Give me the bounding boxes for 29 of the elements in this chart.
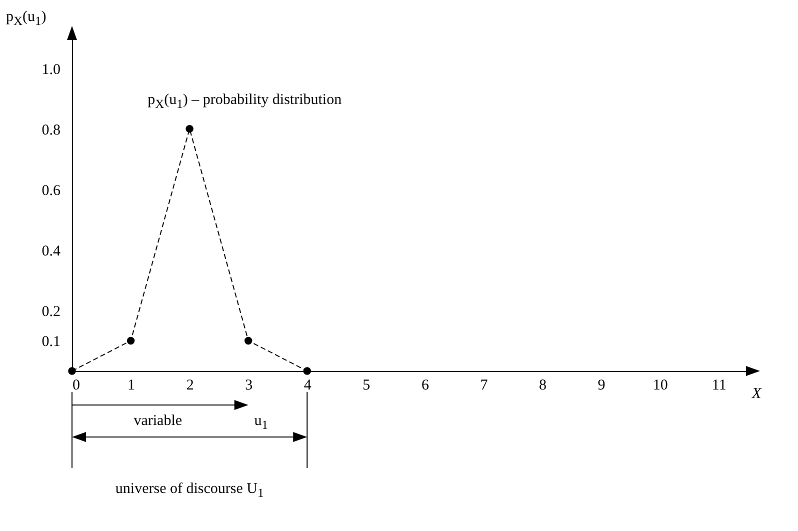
x-tick-label: 7 — [480, 378, 488, 394]
x-tick-label: 1 — [128, 378, 136, 394]
point — [126, 336, 135, 345]
text: u$_{1}$ — [254, 413, 268, 432]
text: variable — [134, 413, 182, 429]
y-tick-label: 1.0 — [42, 62, 60, 78]
x-tick-label: 3 — [245, 378, 253, 394]
point — [68, 367, 76, 375]
y-tick-label: 0.1 — [42, 334, 60, 350]
point — [244, 336, 252, 345]
x-axis-title: X — [752, 386, 762, 402]
y-tick-label: 0.2 — [42, 304, 60, 320]
x-tick-label: 4 — [304, 378, 312, 394]
x-tick-label: 6 — [421, 378, 430, 394]
y-axis-title: p$_{X}$(u$_{1}$) — [6, 9, 46, 28]
annotation: p$_{X}$(u$_{1}$) – probability distribution — [148, 92, 342, 111]
x-tick-label: 0 — [72, 378, 80, 394]
x-tick-label: 11 — [712, 378, 726, 394]
y-tick-label: 0.4 — [42, 243, 61, 260]
point — [186, 124, 194, 133]
text: universe of discourse U$_{1}$ — [115, 481, 264, 500]
x-tick-label: 8 — [539, 378, 547, 394]
x-tick-label: 9 — [598, 378, 606, 394]
x-tick-label: 2 — [186, 378, 194, 394]
point — [303, 367, 312, 375]
y-tick-label: 0.6 — [42, 182, 61, 199]
y-tick-label: 0.8 — [42, 122, 60, 138]
x-tick-label: 10 — [652, 378, 668, 394]
x-tick-label: 5 — [362, 378, 370, 394]
